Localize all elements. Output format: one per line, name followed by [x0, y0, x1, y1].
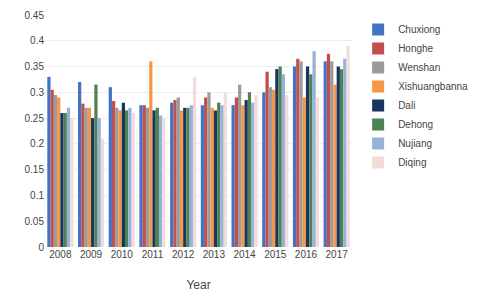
- svg-text:2014: 2014: [233, 249, 256, 260]
- svg-text:2013: 2013: [203, 249, 226, 260]
- svg-text:0.25: 0.25: [25, 113, 45, 124]
- svg-text:0.45: 0.45: [25, 10, 45, 21]
- svg-text:2011: 2011: [142, 249, 164, 260]
- svg-text:2015: 2015: [264, 249, 287, 260]
- svg-text:Nujiang: Nujiang: [398, 138, 432, 149]
- svg-text:2008: 2008: [49, 249, 72, 260]
- svg-text:2010: 2010: [111, 249, 134, 260]
- svg-text:2016: 2016: [295, 249, 318, 260]
- svg-text:Dehong: Dehong: [398, 119, 433, 130]
- svg-text:Xishuangbanna: Xishuangbanna: [398, 81, 468, 92]
- svg-text:Chuxiong: Chuxiong: [398, 24, 440, 35]
- svg-text:Diqing: Diqing: [398, 157, 426, 168]
- svg-text:2009: 2009: [80, 249, 103, 260]
- svg-text:Honghe: Honghe: [398, 43, 433, 54]
- svg-text:Dali: Dali: [398, 100, 415, 111]
- svg-text:0.4: 0.4: [30, 35, 44, 46]
- svg-text:0.05: 0.05: [25, 216, 45, 227]
- svg-text:0.1: 0.1: [30, 190, 44, 201]
- svg-text:0.35: 0.35: [25, 61, 45, 72]
- svg-text:2012: 2012: [172, 249, 195, 260]
- svg-text:0: 0: [38, 242, 44, 253]
- svg-text:0.2: 0.2: [30, 138, 44, 149]
- svg-text:0.3: 0.3: [30, 87, 44, 98]
- svg-text:0.15: 0.15: [25, 164, 45, 175]
- svg-text:Wenshan: Wenshan: [398, 62, 440, 73]
- svg-text:2017: 2017: [326, 249, 349, 260]
- svg-text:Year: Year: [186, 278, 210, 292]
